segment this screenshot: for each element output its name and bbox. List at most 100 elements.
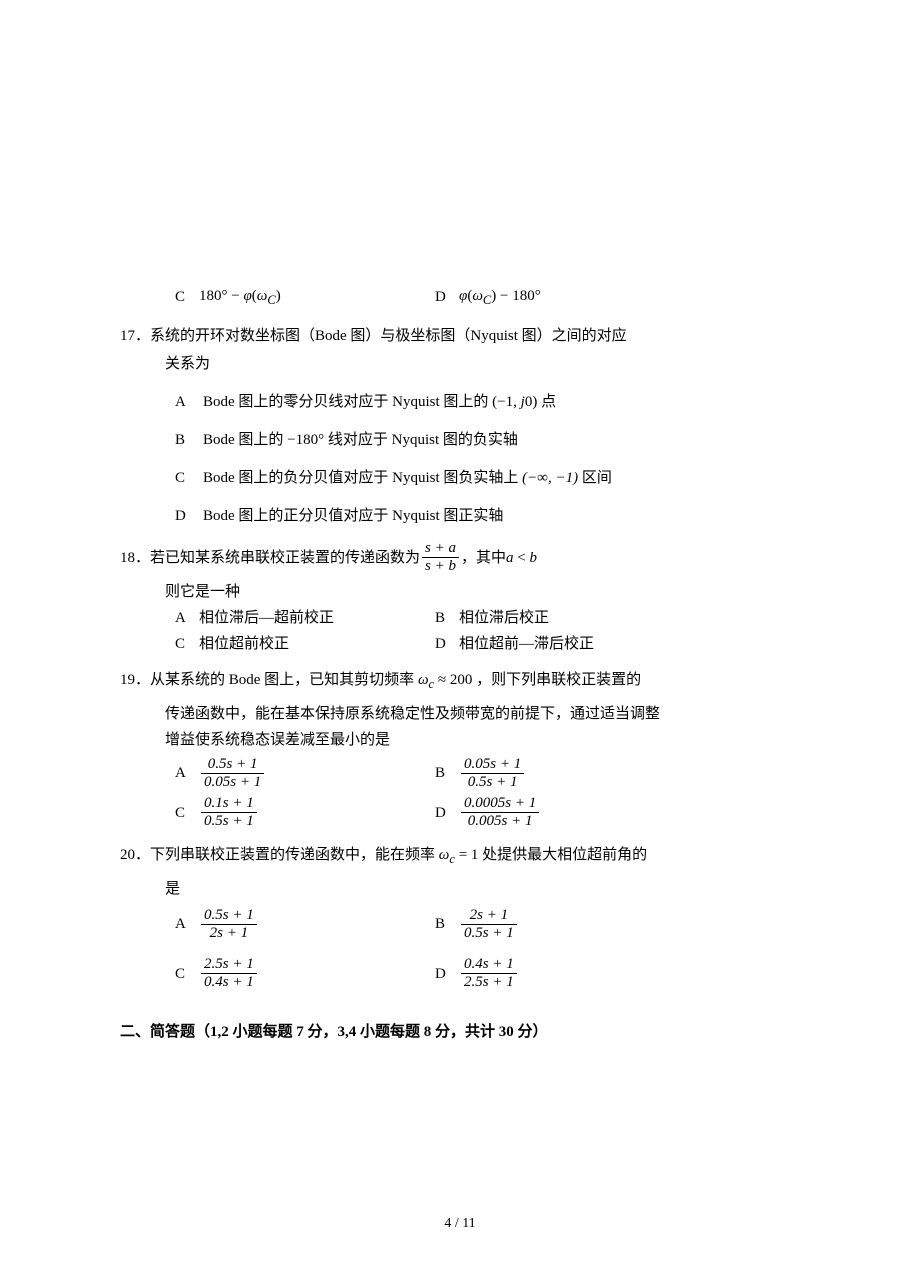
option-letter: B [435, 912, 449, 936]
frac-den: s + b [422, 558, 459, 575]
option-text: φ(ωC) − 180° [459, 284, 541, 310]
q20-options-row1: A 0.5s + 1 2s + 1 B 2s + 1 0.5s + 1 [120, 907, 800, 943]
q19-stem: 19．从某系统的 Bode 图上，已知其剪切频率 ωc ≈ 200 ，则下列串联… [120, 668, 800, 694]
option-letter: C [175, 632, 189, 656]
q20-option-b: B 2s + 1 0.5s + 1 [435, 907, 695, 943]
q16-option-c: C 180° − φ(ωC) [175, 284, 435, 310]
stem-cont: 增益使系统稳态误差减至最小的是 [120, 728, 800, 752]
stem-text: 处提供最大相位超前角的 [478, 847, 647, 863]
q19-options-row2: C 0.1s + 1 0.5s + 1 D 0.0005s + 1 0.005s… [120, 795, 800, 831]
option-letter: D [175, 504, 189, 528]
frac-den: 2.5s + 1 [461, 974, 517, 991]
stem-text: 从某系统的 Bode 图上，已知其剪切频率 [150, 672, 418, 688]
q19-option-a: A 0.5s + 1 0.05s + 1 [175, 756, 435, 792]
condition: a < b [506, 546, 537, 570]
frac-num: 2.5s + 1 [201, 956, 257, 974]
stem-cont: 关系为 [120, 352, 800, 376]
q18-options-row2: C 相位超前校正 D 相位超前—滞后校正 [120, 632, 800, 656]
option-letter: A [175, 761, 189, 785]
q18-option-b: B 相位滞后校正 [435, 606, 695, 630]
q17-option-a: A Bode 图上的零分贝线对应于 Nyquist 图上的 (−1, j0) 点 [120, 390, 800, 414]
q19-options-row1: A 0.5s + 1 0.05s + 1 B 0.05s + 1 0.5s + … [120, 756, 800, 792]
option-letter: D [435, 962, 449, 986]
q18-option-c: C 相位超前校正 [175, 632, 435, 656]
q17-stem: 17．系统的开环对数坐标图（Bode 图）与极坐标图（Nyquist 图）之间的… [120, 324, 800, 348]
question-number: 19． [120, 672, 150, 688]
option-text: Bode 图上的正分贝值对应于 Nyquist 图正实轴 [203, 504, 503, 528]
option-fraction: 2s + 1 0.5s + 1 [461, 907, 517, 943]
frac-num: 0.5s + 1 [201, 907, 257, 925]
stem-text: 系统的开环对数坐标图（Bode 图）与极坐标图（Nyquist 图）之间的对应 [150, 328, 627, 344]
frac-num: s + a [422, 540, 459, 558]
frac-num: 2s + 1 [461, 907, 517, 925]
option-letter: A [175, 390, 189, 414]
option-letter: D [435, 801, 449, 825]
question-20: 20．下列串联校正装置的传递函数中，能在频率 ωc = 1 处提供最大相位超前角… [120, 843, 800, 992]
frac-den: 2s + 1 [201, 925, 257, 942]
question-17: 17．系统的开环对数坐标图（Bode 图）与极坐标图（Nyquist 图）之间的… [120, 324, 800, 528]
option-letter: D [435, 285, 449, 309]
page: C 180° − φ(ωC) D φ(ωC) − 180° 17．系统的开环对数… [0, 0, 920, 1277]
option-text: 180° − φ(ωC) [199, 284, 281, 310]
q19-option-d: D 0.0005s + 1 0.005s + 1 [435, 795, 695, 831]
q19-option-c: C 0.1s + 1 0.5s + 1 [175, 795, 435, 831]
stem-text: ，其中 [461, 546, 506, 570]
stem-cont: 则它是一种 [120, 580, 800, 604]
stem-cont: 是 [120, 877, 800, 901]
option-fraction: 0.1s + 1 0.5s + 1 [201, 795, 257, 831]
frac-den: 0.5s + 1 [461, 925, 517, 942]
section-2-heading: 二、简答题（1,2 小题每题 7 分，3,4 小题每题 8 分，共计 30 分） [120, 1020, 800, 1044]
q20-option-c: C 2.5s + 1 0.4s + 1 [175, 956, 435, 992]
option-letter: B [435, 606, 449, 630]
option-letter: B [175, 428, 189, 452]
frac-num: 0.4s + 1 [461, 956, 517, 974]
q16-option-d: D φ(ωC) − 180° [435, 284, 695, 310]
q19-option-b: B 0.05s + 1 0.5s + 1 [435, 756, 695, 792]
stem-text: ，则下列串联校正装置的 [472, 672, 641, 688]
option-fraction: 0.5s + 1 0.05s + 1 [201, 756, 264, 792]
omega-c: ωc = 1 [439, 847, 479, 863]
q20-option-d: D 0.4s + 1 2.5s + 1 [435, 956, 695, 992]
q20-options-row2: C 2.5s + 1 0.4s + 1 D 0.4s + 1 2.5s + 1 [120, 956, 800, 992]
question-number: 17． [120, 328, 150, 344]
option-text: Bode 图上的零分贝线对应于 Nyquist 图上的 (−1, j0) 点 [203, 390, 556, 414]
frac-den: 0.4s + 1 [201, 974, 257, 991]
q18-option-a: A 相位滞后—超前校正 [175, 606, 435, 630]
option-text: 相位滞后校正 [459, 606, 549, 630]
question-number: 18． [120, 546, 150, 570]
option-letter: A [175, 912, 189, 936]
q20-option-a: A 0.5s + 1 2s + 1 [175, 907, 435, 943]
frac-den: 0.05s + 1 [201, 774, 264, 791]
option-text: 相位滞后—超前校正 [199, 606, 334, 630]
q20-stem: 20．下列串联校正装置的传递函数中，能在频率 ωc = 1 处提供最大相位超前角… [120, 843, 800, 869]
option-letter: B [435, 761, 449, 785]
frac-den: 0.5s + 1 [461, 774, 524, 791]
stem-text: 若已知某系统串联校正装置的传递函数为 [150, 546, 420, 570]
q17-option-b: B Bode 图上的 −180° 线对应于 Nyquist 图的负实轴 [120, 428, 800, 452]
frac-num: 0.1s + 1 [201, 795, 257, 813]
option-letter: C [175, 801, 189, 825]
frac-den: 0.005s + 1 [461, 813, 539, 830]
transfer-fraction: s + a s + b [422, 540, 459, 576]
stem-text: 下列串联校正装置的传递函数中，能在频率 [150, 847, 439, 863]
page-number: 4 / 11 [0, 1213, 920, 1235]
option-letter: D [435, 632, 449, 656]
question-18: 18．若已知某系统串联校正装置的传递函数为 s + a s + b ，其中 a … [120, 540, 800, 656]
option-fraction: 2.5s + 1 0.4s + 1 [201, 956, 257, 992]
q17-option-d: D Bode 图上的正分贝值对应于 Nyquist 图正实轴 [120, 504, 800, 528]
q18-stem: 18．若已知某系统串联校正装置的传递函数为 s + a s + b ，其中 a … [120, 540, 800, 576]
question-19: 19．从某系统的 Bode 图上，已知其剪切频率 ωc ≈ 200 ，则下列串联… [120, 668, 800, 831]
option-text: Bode 图上的负分贝值对应于 Nyquist 图负实轴上 (−∞, −1) 区… [203, 466, 612, 490]
question-number: 20． [120, 847, 150, 863]
option-fraction: 0.05s + 1 0.5s + 1 [461, 756, 524, 792]
option-fraction: 0.4s + 1 2.5s + 1 [461, 956, 517, 992]
option-fraction: 0.0005s + 1 0.005s + 1 [461, 795, 539, 831]
option-text: 相位超前校正 [199, 632, 289, 656]
frac-num: 0.05s + 1 [461, 756, 524, 774]
frac-num: 0.0005s + 1 [461, 795, 539, 813]
option-text: Bode 图上的 −180° 线对应于 Nyquist 图的负实轴 [203, 428, 518, 452]
option-text: 相位超前—滞后校正 [459, 632, 594, 656]
option-letter: C [175, 285, 189, 309]
frac-num: 0.5s + 1 [201, 756, 264, 774]
q18-options-row1: A 相位滞后—超前校正 B 相位滞后校正 [120, 606, 800, 630]
